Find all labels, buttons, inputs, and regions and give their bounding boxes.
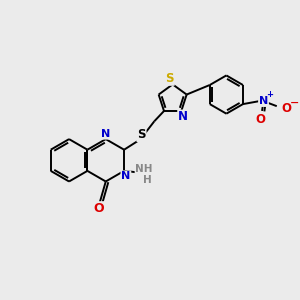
Text: N: N	[178, 110, 188, 123]
Text: S: S	[166, 72, 174, 85]
Text: O: O	[281, 102, 291, 115]
Text: N: N	[121, 171, 130, 181]
Text: S: S	[137, 128, 146, 141]
Text: O: O	[256, 113, 266, 126]
Text: H: H	[143, 175, 152, 185]
Text: N: N	[101, 129, 111, 139]
Text: O: O	[93, 202, 104, 215]
Text: −: −	[290, 98, 299, 108]
Text: N: N	[259, 96, 268, 106]
Text: NH: NH	[135, 164, 153, 174]
Text: +: +	[266, 90, 274, 99]
